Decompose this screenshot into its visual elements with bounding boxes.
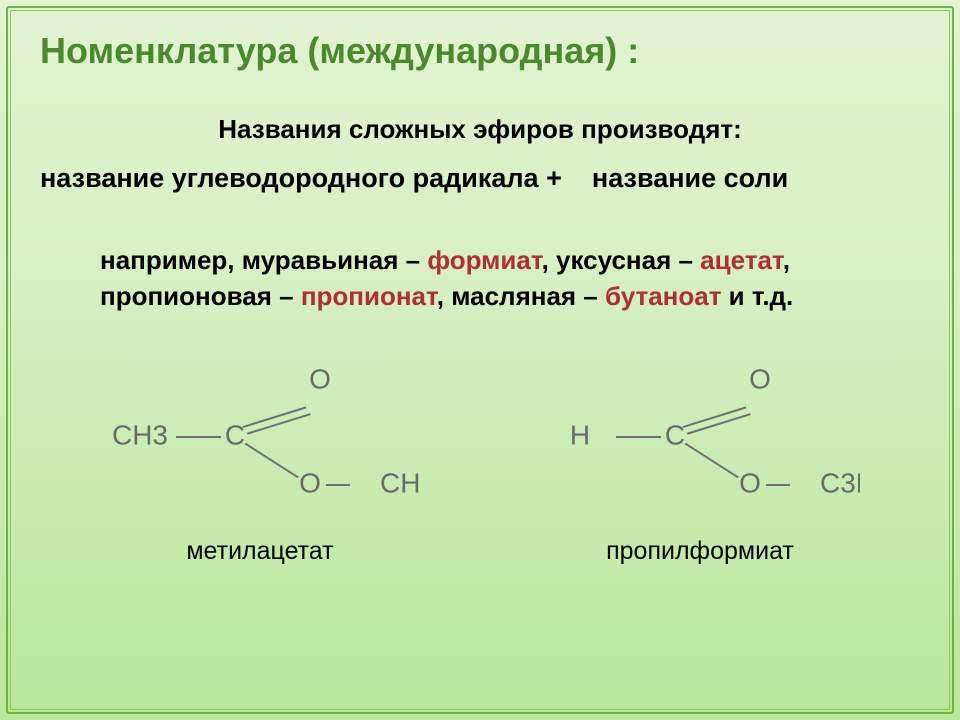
subtitle-2b: название соли <box>592 163 788 193</box>
svg-text:C3H7: C3H7 <box>820 467 860 498</box>
examples-plain: и т.д. <box>721 281 793 311</box>
examples-lead: например, <box>100 245 242 275</box>
svg-text:O: O <box>309 363 331 394</box>
structure-label-2: пропилформиат <box>606 537 794 566</box>
svg-text:CH3: CH3 <box>380 467 420 498</box>
subtitle-2a: название углеводородного радикала + <box>40 163 562 193</box>
structure-label-1: метилацетат <box>186 537 333 566</box>
examples-accent: бутаноат <box>605 281 721 311</box>
svg-text:CH3: CH3 <box>112 419 168 450</box>
subtitle-line-1: Названия сложных эфиров производят: <box>40 114 920 145</box>
examples-plain: муравьиная – <box>242 245 428 275</box>
svg-text:O: O <box>749 363 771 394</box>
structure-svg-1: CH3 C O O CH3 <box>100 355 420 525</box>
examples-accent: пропионат <box>301 281 437 311</box>
examples-accent: формиат <box>427 245 541 275</box>
subtitle-line-2: название углеводородного радикала + назв… <box>40 163 920 194</box>
svg-text:O: O <box>739 467 761 498</box>
examples-block: например, муравьиная – формиат, уксусная… <box>100 242 880 315</box>
examples-plain: , уксусная – <box>542 245 701 275</box>
svg-text:H: H <box>570 419 590 450</box>
svg-text:C: C <box>225 419 245 450</box>
svg-text:C: C <box>665 419 685 450</box>
examples-plain: пропионовая – <box>100 281 301 311</box>
slide-content: Номенклатура (международная) : Названия … <box>0 0 960 720</box>
examples-accent: ацетат <box>700 245 783 275</box>
structure-svg-2: H C O O C3H7 <box>540 355 860 525</box>
examples-plain: , масляная – <box>437 281 605 311</box>
examples-plain: , <box>783 245 790 275</box>
structure-2: H C O O C3H7 пропилформиат <box>540 355 860 566</box>
svg-text:O: O <box>299 467 321 498</box>
slide-title: Номенклатура (международная) : <box>40 30 920 72</box>
structure-1: CH3 C O O CH3 метилацетат <box>100 355 420 566</box>
structures-row: CH3 C O O CH3 метилацетат H C O O C3H7 пропилфор… <box>100 355 920 566</box>
